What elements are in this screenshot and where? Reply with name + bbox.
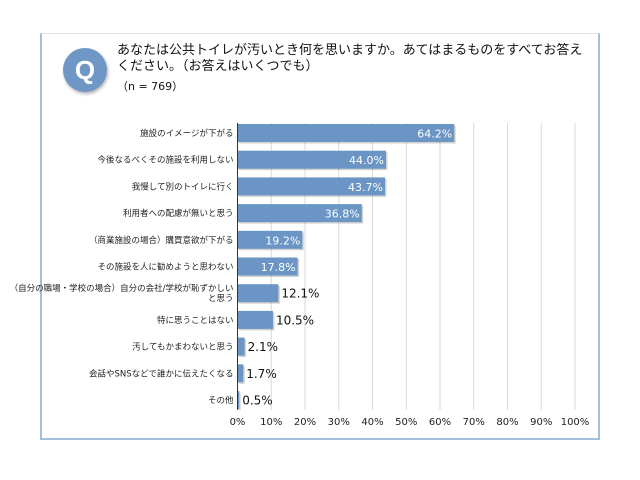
category-label: 今後なるべくその施設を利用しない [97, 155, 233, 166]
x-tick-label: 100% [561, 417, 590, 428]
data-label: 43.7% [348, 181, 383, 194]
chart-frame [40, 33, 600, 440]
bar [237, 337, 245, 356]
bar [237, 364, 244, 383]
bar [237, 124, 455, 142]
category-label: 会話やSNSなどで誰かに伝えたくなる [89, 368, 233, 379]
category-label: 特に思うことはない [157, 315, 234, 326]
x-tick-label: 90% [530, 417, 552, 428]
bar-shadow [239, 392, 241, 411]
bar [237, 177, 385, 196]
data-label: 64.2% [417, 128, 452, 141]
data-label: 2.1% [248, 340, 279, 354]
category-label: その他 [208, 395, 234, 406]
x-tick-label: 10% [260, 417, 282, 428]
bar [237, 230, 303, 249]
x-tick-label: 60% [429, 417, 451, 428]
x-tick-label: 30% [328, 417, 350, 428]
category-label: 我慢して別のトイレに行く [132, 181, 234, 192]
bar [237, 204, 362, 223]
data-label: 44.0% [349, 154, 384, 167]
bar [237, 257, 298, 276]
bar [237, 391, 240, 409]
data-label: 10.5% [276, 313, 314, 327]
x-tick-label: 0% [230, 417, 246, 428]
category-label: （自分の職場・学校の場合）自分の会社/学校が恥ずかしい [10, 283, 234, 294]
category-label: 汚してもかまわないと思う [132, 342, 233, 353]
question-badge: Q [63, 48, 107, 92]
x-tick-label: 70% [463, 417, 485, 428]
x-tick-label: 50% [395, 417, 417, 428]
question-text: あなたは公共トイレが汚いとき何を思いますか。あてはまるものをすべてお答えください… [117, 43, 583, 74]
bar [237, 150, 386, 169]
x-tick-label: 20% [294, 417, 316, 428]
bar [237, 284, 279, 303]
data-label: 17.8% [261, 261, 296, 274]
data-label: 36.8% [325, 208, 360, 221]
data-label: 12.1% [281, 287, 319, 301]
category-label: （商業施設の場合）購買意欲が下がる [89, 235, 234, 246]
data-label: 19.2% [265, 234, 300, 247]
category-label: 利用者への配慮が無いと思う [123, 208, 234, 219]
data-label: 1.7% [246, 367, 276, 381]
category-label: と思う [208, 294, 234, 304]
data-label: 0.5% [242, 394, 273, 408]
bar [237, 310, 273, 329]
x-tick-label: 80% [496, 417, 518, 428]
category-label: 施設のイメージが下がる [140, 128, 233, 139]
x-tick-label: 40% [361, 417, 383, 428]
sample-size: （n = 769） [117, 80, 184, 93]
category-label: その施設を人に勧めようと思わない [97, 262, 233, 273]
